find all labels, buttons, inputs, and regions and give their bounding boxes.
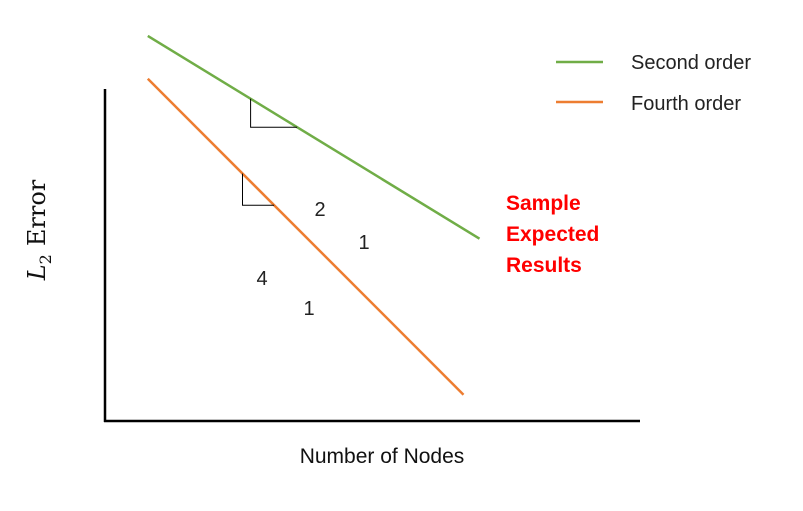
y-axis-label-symbol: L	[23, 264, 51, 281]
y-axis-label-subscript: 2	[36, 254, 55, 264]
y-axis-label: L2 Error	[23, 179, 55, 281]
annotation-line-1: Sample	[506, 192, 581, 215]
x-axis-label: Number of Nodes	[300, 445, 465, 468]
slope-triangles: 2 1 4 1	[242, 98, 370, 320]
slope-triangle-fourth-order	[242, 173, 275, 206]
second-order-run-label: 1	[358, 232, 369, 254]
series-line-second-order	[147, 34, 481, 240]
legend-label-second-order: Second order	[631, 52, 751, 74]
series-line-fourth-order	[146, 77, 465, 396]
fourth-order-rise-label: 4	[256, 268, 267, 290]
y-axis-label-word: Error	[23, 179, 51, 246]
annotation-line-2: Expected	[506, 223, 599, 246]
sample-results-annotation: Sample Expected Results	[506, 192, 599, 277]
series-layer	[146, 34, 481, 396]
slope-triangle-second-order	[250, 98, 298, 128]
legend-label-fourth-order: Fourth order	[631, 93, 741, 115]
fourth-order-run-label: 1	[303, 298, 314, 320]
second-order-rise-label: 2	[314, 199, 325, 221]
annotation-line-3: Results	[506, 254, 582, 277]
legend: Second order Fourth order	[556, 52, 751, 115]
